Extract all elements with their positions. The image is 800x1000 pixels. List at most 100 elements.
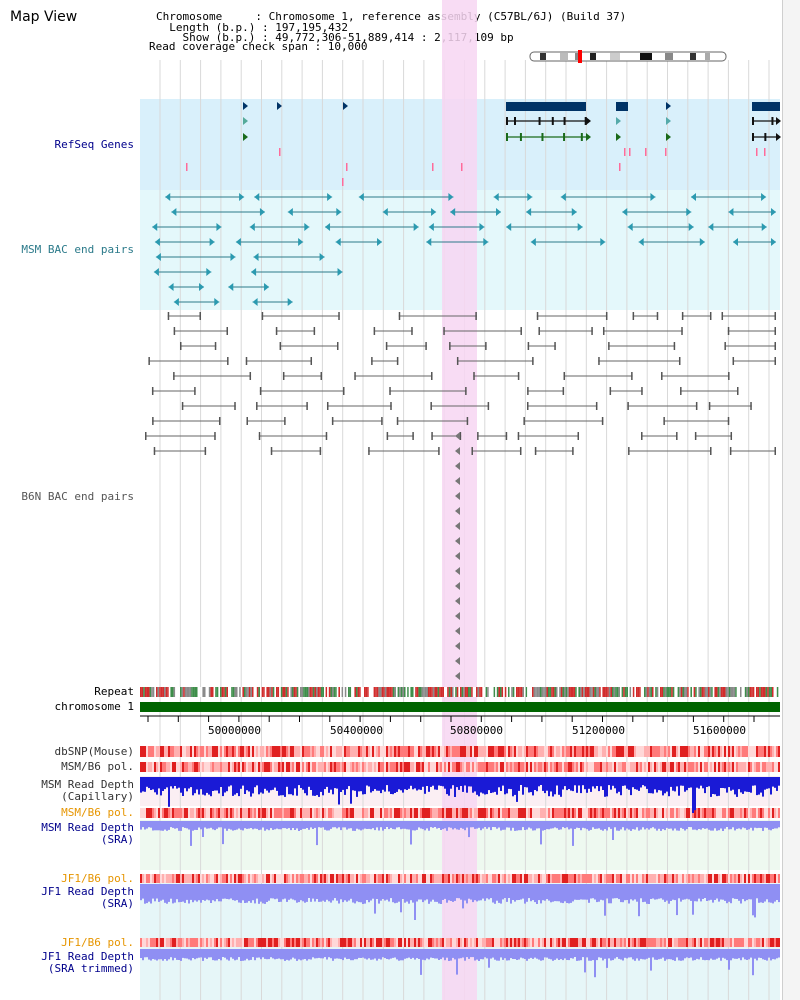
msm-depth-cap-bar — [190, 777, 192, 788]
msm-pol-sra-heat — [158, 808, 160, 818]
msm-depth-sra-bar — [562, 821, 564, 828]
jf1-depth-sra-bar — [402, 884, 404, 899]
jf1-pol-trim-heat — [748, 938, 750, 947]
jf1-depth-trim-bar — [376, 949, 378, 961]
dbsnp-heat — [292, 746, 294, 757]
bac-end — [686, 208, 692, 216]
dbsnp-heat — [492, 746, 494, 757]
repeat-bar — [231, 687, 233, 697]
repeat-bar — [700, 687, 702, 697]
msm-pol-heat — [716, 762, 718, 772]
jf1-depth-trim-bar — [652, 949, 654, 958]
bac-end — [438, 447, 440, 455]
msm-pol-sra-heat — [318, 808, 320, 818]
msm-pol-heat — [304, 762, 306, 772]
msm-pol-heat — [208, 762, 210, 772]
msm-pol-heat — [576, 762, 578, 772]
jf1-pol-trim-heat — [254, 938, 256, 947]
jf1-pol-trim-heat — [426, 938, 428, 947]
bac-end — [275, 327, 278, 335]
bac-end — [390, 402, 392, 410]
vertical-scrollbar[interactable] — [782, 0, 800, 1000]
jf1-depth-sra-bar — [458, 884, 460, 899]
bac-end — [771, 238, 776, 246]
jf1-depth-trim-bar — [334, 949, 336, 959]
bac-end — [261, 312, 264, 320]
jf1-depth-trim-bar — [674, 949, 676, 961]
jf1-depth-sra-bar — [574, 884, 576, 900]
repeat-bar — [560, 687, 563, 697]
msm-pol-sra-heat — [268, 808, 270, 818]
jf1-depth-sra-bar — [274, 884, 276, 900]
repeat-bar — [237, 687, 240, 697]
jf1-depth-sra-bar — [586, 884, 588, 900]
repeat-bar — [226, 687, 228, 697]
msm-pol-heat — [534, 762, 536, 772]
jf1-depth-sra-bar — [344, 884, 346, 901]
msm-pol-sra-heat — [586, 808, 588, 818]
jf1-depth-sra-bar — [268, 884, 270, 901]
jf1-pol-heat — [282, 874, 284, 883]
bac-end — [455, 612, 460, 620]
jf1-depth-sra-bar — [208, 884, 210, 901]
repeat-bar — [144, 687, 147, 697]
msm-depth-sra-bar — [498, 821, 500, 828]
jf1-depth-sra-bar — [142, 884, 144, 899]
msm-depth-sra-bar — [632, 821, 634, 830]
msm-pol-sra-heat — [634, 808, 636, 818]
jf1-pol-heat — [556, 874, 558, 883]
msm-depth-cap-bar — [650, 777, 652, 794]
msm-depth-cap-bar — [362, 777, 364, 795]
msm-depth-sra-bar — [678, 821, 680, 831]
repeat-bar — [741, 687, 744, 697]
repeat-bar — [495, 687, 497, 697]
msm-depth-sra-bar — [572, 821, 574, 846]
jf1-pol-heat — [526, 874, 528, 883]
msm-depth-cap-bar — [204, 777, 206, 796]
msm-depth-sra-bar — [354, 821, 356, 831]
msm-pol-sra-heat — [312, 808, 314, 818]
jf1-pol-heat — [304, 874, 306, 883]
bac-end — [627, 223, 633, 231]
gene-arrow — [277, 102, 282, 110]
dbsnp-heat — [228, 746, 230, 757]
repeat-bar — [336, 687, 339, 697]
dbsnp-heat — [538, 746, 540, 757]
msm-pol-heat — [670, 762, 672, 772]
jf1-depth-trim-bar — [268, 949, 270, 960]
repeat-bar — [480, 687, 483, 697]
repeat-bar — [250, 687, 252, 697]
msm-depth-sra-bar — [162, 821, 164, 831]
msm-depth-sra-bar — [694, 821, 696, 830]
msm-pol-heat — [290, 762, 292, 772]
msm-pol-sra-heat — [714, 808, 716, 818]
jf1-pol-heat — [464, 874, 466, 883]
msm-pol-sra-heat — [468, 808, 470, 818]
bac-end — [737, 387, 739, 395]
repeat-bar — [439, 687, 441, 697]
repeat-bar — [268, 687, 270, 697]
msm-depth-cap-bar — [716, 777, 718, 797]
dbsnp-heat — [662, 746, 664, 757]
msm-depth-cap-bar — [660, 777, 662, 791]
jf1-depth-trim-bar — [528, 949, 530, 959]
msm-depth-sra-bar — [518, 821, 520, 831]
msm-depth-sra-bar — [730, 821, 732, 830]
jf1-depth-trim-bar — [550, 949, 552, 960]
msm-pol-heat — [356, 762, 358, 772]
repeat-bar — [767, 687, 769, 697]
msm-pol-sra-heat — [538, 808, 540, 818]
bac-end — [413, 223, 419, 231]
jf1-pol-trim-heat — [166, 938, 168, 947]
msm-depth-cap-bar — [276, 777, 278, 791]
jf1-depth-trim-bar — [616, 949, 618, 958]
jf1-depth-sra-bar — [328, 884, 330, 902]
jf1-depth-trim-bar — [640, 949, 642, 959]
msm-depth-cap-bar — [434, 777, 436, 790]
repeat-bar — [620, 687, 622, 697]
repeat-bar — [148, 687, 150, 697]
refseq-tick — [756, 148, 758, 156]
msm-depth-cap-bar — [246, 777, 248, 791]
msm-depth-cap-bar — [652, 777, 654, 794]
